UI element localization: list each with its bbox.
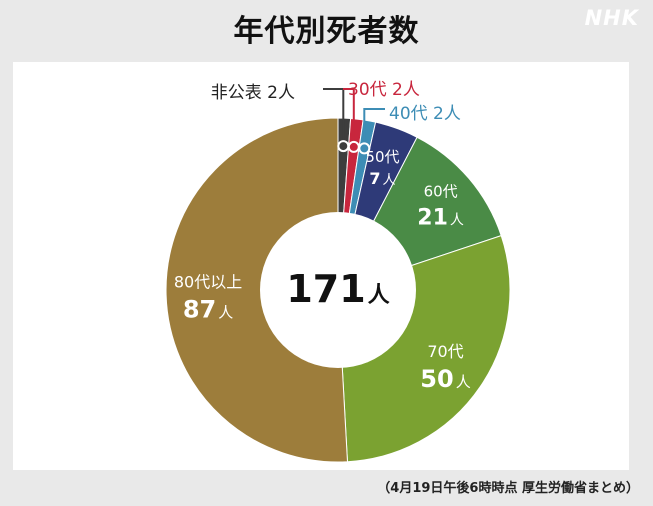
- slice-name-6: 80代以上: [174, 273, 242, 292]
- nhk-logo: NHK: [584, 6, 639, 30]
- chart-panel: 171人 非公表 2人 30代 2人 40代 2人 50代 7 人 60代 21 人 70代 50 人…: [13, 62, 629, 470]
- slice-name-3: 50代: [365, 148, 399, 166]
- center-total-label: 171人: [286, 267, 389, 311]
- leader-dot-1: [347, 140, 360, 153]
- slice-label-2: 40代 2人: [389, 104, 461, 124]
- source-note: （4月19日午後6時時点 厚生労働省まとめ）: [377, 481, 639, 496]
- center-total-unit: 人: [368, 283, 390, 308]
- leader-line-2: [363, 108, 385, 149]
- slice-value-6: 87 人: [183, 296, 233, 324]
- slice-value-5: 50 人: [420, 365, 470, 393]
- slice-name-4: 60代: [424, 182, 458, 200]
- leader-dot-2: [358, 142, 371, 155]
- pie-slice-6: [165, 117, 349, 463]
- center-total-value: 171: [286, 267, 365, 311]
- leader-line-1: [343, 88, 355, 147]
- leader-dot-0: [337, 140, 350, 153]
- slice-name-5: 70代: [427, 342, 463, 361]
- chart-title: 年代別死者数: [233, 14, 420, 49]
- donut-chart: 171人 非公表 2人 30代 2人 40代 2人 50代 7 人 60代 21 人 70代 50 人…: [165, 80, 511, 463]
- slice-value-4: 21 人: [417, 205, 464, 230]
- slice-label-1: 30代 2人: [348, 80, 420, 100]
- slice-label-0: 非公表 2人: [211, 83, 295, 103]
- donut-hole: [260, 212, 416, 368]
